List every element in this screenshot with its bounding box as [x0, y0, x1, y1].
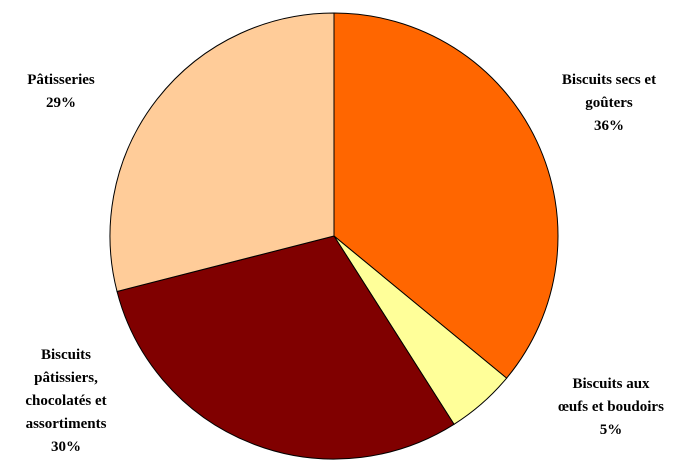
- slice-percent-label: 30%: [51, 439, 81, 455]
- slice-category-label: Biscuits aux: [572, 376, 650, 392]
- slice-labels: Biscuits secs et goûters 36% Biscuits aux œu…: [25, 72, 664, 455]
- slice-label-3: Biscuits pâtissiers, chocolatés et assortim…: [25, 347, 106, 455]
- pie-slices: [109, 12, 559, 460]
- slice-label-4: Pâtisseries 29%: [27, 72, 95, 111]
- slice-category-label: goûters: [585, 95, 633, 111]
- slice-label-1: Biscuits secs et goûters 36%: [562, 72, 656, 134]
- slice-category-label: Pâtisseries: [27, 72, 95, 88]
- pie-slice-4: [109, 12, 335, 293]
- slice-category-label: Biscuits secs et: [562, 72, 656, 88]
- slice-label-2: Biscuits aux œufs et boudoirs 5%: [558, 376, 664, 438]
- slice-percent-label: 29%: [46, 95, 76, 111]
- slice-category-label: œufs et boudoirs: [558, 399, 664, 415]
- slice-category-label: pâtissiers,: [34, 370, 98, 386]
- slice-category-label: assortiments: [26, 416, 107, 432]
- slice-category-label: chocolatés et: [25, 393, 106, 409]
- pie-slice-3: [116, 235, 455, 460]
- slice-percent-label: 36%: [594, 118, 624, 134]
- slice-category-label: Biscuits: [41, 347, 91, 363]
- pie-slice-1: [333, 12, 559, 379]
- slice-percent-label: 5%: [600, 422, 623, 438]
